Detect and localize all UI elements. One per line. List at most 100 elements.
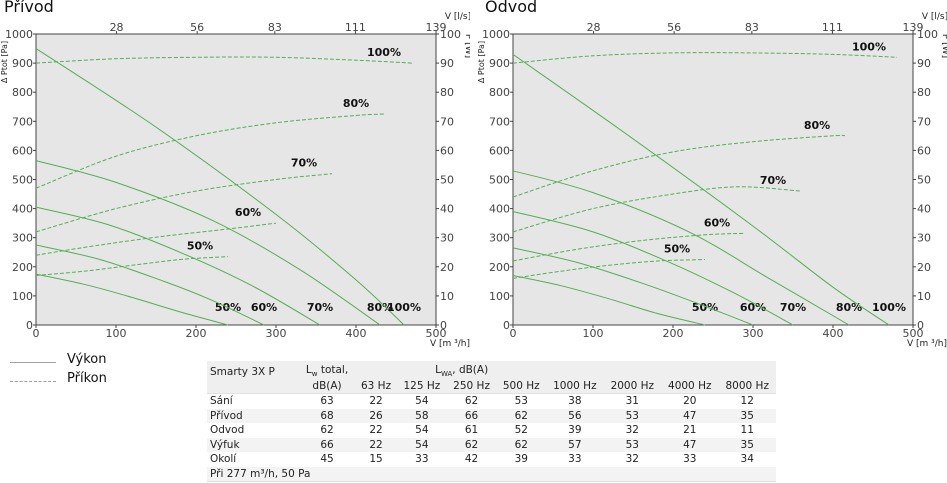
x-tick-label: 200: [186, 327, 207, 340]
table-cell: 52: [514, 424, 528, 437]
table-header-row: dB(A) 63 Hz 125 Hz 250 Hz 500 Hz 1000 Hz…: [207, 378, 776, 394]
x2-tick-label: 111: [822, 21, 843, 34]
pressure-curve-50: [35, 273, 229, 326]
table-cell: 35: [718, 437, 776, 452]
x-axis-title: V [m ³/h]: [907, 339, 947, 349]
pressure-curve-label: 60%: [740, 301, 766, 314]
y2-axis-title: P [W]: [463, 34, 470, 58]
power-curve-80: [35, 113, 385, 189]
y2-tick-label: 30: [917, 232, 931, 245]
table-cell: 53: [496, 393, 547, 409]
y-tick-label: 900: [12, 57, 33, 70]
y2-axis-title: P [W]: [940, 34, 947, 58]
y2-tick-label: 60: [440, 144, 454, 157]
table-cell: 56: [546, 408, 604, 423]
table-cell: 33: [568, 453, 582, 466]
power-curve-label: 50%: [664, 243, 690, 256]
table-header-cell: 125 Hz: [397, 378, 447, 394]
pressure-curve-label: 70%: [780, 301, 806, 314]
power-curve-label: 100%: [367, 46, 401, 59]
table-row-label: Výfuk: [207, 437, 299, 452]
pressure-curve-label: 100%: [872, 301, 906, 314]
x-tick-label: 400: [823, 327, 844, 340]
table-header-cell: 4000 Hz: [661, 378, 719, 394]
chart-title: Odvod: [485, 0, 538, 16]
y-tick-label: 900: [489, 57, 510, 70]
table-cell: 42: [464, 453, 479, 466]
x2-tick-label: 56: [190, 21, 204, 34]
chart-panel-odvod: Odvod 0 100 200 300 400 500 600 700 800 900 1000 0 1…: [477, 0, 947, 350]
legend-label: Příkon: [67, 371, 107, 386]
y-tick-label: 300: [12, 232, 33, 245]
table-cell: 58: [397, 408, 447, 423]
table-cell: 21: [683, 424, 697, 437]
table-cell: 22: [355, 393, 398, 409]
y-axis-title: Δ Ptot [Pa]: [477, 41, 486, 83]
pressure-curve-label: 60%: [251, 301, 277, 314]
y-tick-label: 500: [12, 174, 33, 187]
legend-item-dashed: Příkon: [10, 371, 180, 390]
y-tick-label: 500: [489, 174, 510, 187]
y2-tick-label: 60: [917, 144, 931, 157]
y2-tick-label: 80: [440, 86, 454, 99]
x-tick-label: 300: [743, 327, 764, 340]
power-curve-label: 80%: [343, 97, 369, 110]
y2-tick-label: 80: [917, 86, 931, 99]
table-header-cell: 8000 Hz: [718, 378, 776, 394]
x2-axis-title: V [l/s]: [445, 12, 470, 22]
y2-tick-label: 20: [917, 261, 931, 274]
power-curve-50: [35, 256, 229, 276]
y-tick-label: 400: [489, 203, 510, 216]
y2-tick-label: 10: [440, 290, 454, 303]
x-tick-label: 100: [106, 327, 127, 340]
pressure-curve-label: 80%: [836, 301, 862, 314]
table-cell: 62: [496, 408, 547, 423]
x2-tick-label: 83: [745, 21, 759, 34]
pressure-curve-70: [35, 206, 321, 326]
noise-table: Smarty 3X P Lw total, LWA, dB(A) dB(A) 6…: [207, 361, 776, 482]
table-cell: 32: [625, 453, 639, 466]
lw-total-header: Lw total,: [299, 361, 356, 378]
y-axis-title: Δ Ptot [Pa]: [0, 41, 9, 83]
y-tick-label: 200: [489, 261, 510, 274]
table-cell: 47: [661, 437, 719, 452]
table-cell: 12: [718, 393, 776, 409]
table-cell: 47: [661, 408, 719, 423]
table-cell: 66: [446, 408, 497, 423]
y2-tick-label: 70: [440, 115, 454, 128]
table-row: Okolí 45 15 33 42 39 33 32 33 34: [207, 452, 776, 467]
pressure-curve-100: [512, 53, 890, 326]
table-cell: 11: [740, 424, 754, 437]
y-tick-label: 0: [503, 319, 510, 332]
table-cell: 54: [415, 424, 429, 437]
x2-axis-title: V [l/s]: [922, 12, 947, 22]
x2-tick-label: 28: [110, 21, 124, 34]
y-tick-label: 0: [26, 319, 33, 332]
y-tick-label: 1000: [5, 28, 33, 41]
table-header-cell: 2000 Hz: [603, 378, 662, 394]
table-cell: 38: [546, 393, 604, 409]
y2-tick-label: 50: [917, 174, 931, 187]
y-tick-label: 300: [489, 232, 510, 245]
table-cell: 54: [397, 393, 447, 409]
y-tick-label: 800: [12, 86, 33, 99]
table-header-cell: 63 Hz: [355, 378, 398, 394]
table-note: Při 277 m³/h, 50 Pa: [207, 466, 776, 482]
table-cell: 32: [625, 424, 639, 437]
y2-tick-label: 10: [917, 290, 931, 303]
table-cell: 20: [661, 393, 719, 409]
table-cell: 62: [496, 437, 547, 452]
table-cell: 39: [514, 453, 528, 466]
table-cell: 31: [603, 393, 662, 409]
table-cell: 33: [415, 453, 429, 466]
plot-area: [513, 34, 913, 325]
x-tick-label: 400: [346, 327, 367, 340]
table-cell: 54: [397, 437, 447, 452]
pressure-curve-label: 80%: [367, 301, 393, 314]
table-header-cell: 500 Hz: [496, 378, 547, 394]
table-cell: 53: [603, 437, 662, 452]
y-tick-label: 700: [489, 115, 510, 128]
table-cell: 26: [355, 408, 398, 423]
plot-area: [36, 34, 436, 325]
pressure-curve-80: [35, 160, 381, 326]
